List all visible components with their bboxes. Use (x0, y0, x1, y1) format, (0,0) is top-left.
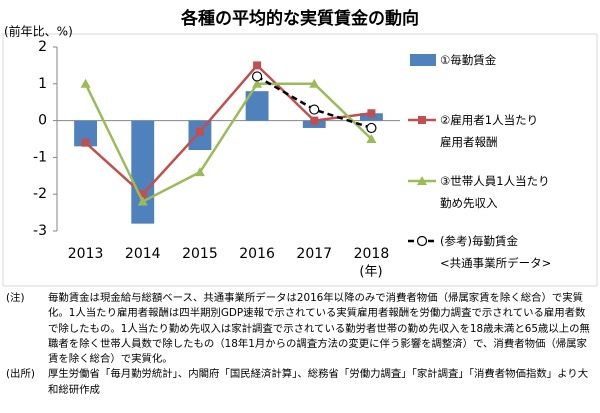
point (80, 78, 91, 88)
point (310, 116, 319, 125)
x-tick-label: 2016 (239, 246, 275, 262)
point (252, 78, 263, 88)
legend-label: (参考)毎勤賃金 <共通事業所データ> (440, 234, 552, 270)
point (137, 196, 148, 206)
line (256, 75, 372, 130)
y-tick-label: -1 (33, 149, 47, 165)
legend-marker (418, 116, 426, 124)
line (84, 63, 372, 196)
y-tick-label: 1 (38, 76, 47, 92)
notes: (注) 毎勤賃金は現金給与総額ベース、共通事業所データは2016年以降のみで消費者… (6, 291, 594, 398)
bar (131, 120, 155, 224)
note-label: (出所) (6, 368, 35, 381)
point (309, 104, 320, 115)
point (251, 71, 263, 82)
point (138, 190, 147, 199)
legend-marker (416, 235, 428, 247)
x-tick-label: 2014 (125, 246, 161, 262)
chart: 各種の平均的な実質賃金の動向 (前年比、%) (年) -3 -2 -1 0 1 2 2013… (2, 8, 598, 287)
y-tick-label: -3 (33, 223, 47, 239)
note-label: (注) (6, 292, 25, 304)
point (367, 109, 376, 118)
point (81, 138, 90, 147)
x-tick-label: 2015 (182, 246, 218, 262)
chart-title: 各種の平均的な実質賃金の動向 (180, 8, 419, 29)
legend-label: ①毎勤賃金 (440, 53, 497, 67)
legend-label: ③世帯人員1人当たり 勤め先収入 (440, 174, 550, 210)
note-text: 毎勤賃金は現金給与総額ベース、共通事業所データは2016年以降のみで消費者物価（… (48, 292, 590, 366)
point (309, 78, 320, 88)
point (253, 61, 262, 70)
bar (245, 91, 269, 121)
y-axis-label: (前年比、%) (4, 24, 73, 39)
legend-label: ②雇用者1人当たり 雇用者報酬 (440, 113, 539, 149)
x-tick-label: 2018 (354, 246, 390, 262)
x-unit: (年) (359, 265, 382, 280)
y-tick-label: 2 (38, 39, 47, 55)
point (195, 127, 204, 136)
point (194, 167, 205, 177)
y-tick-label: 0 (38, 113, 47, 129)
point (366, 122, 377, 134)
line (84, 82, 373, 204)
bar (74, 120, 98, 147)
point (366, 134, 377, 143)
x-tick-label: 2017 (296, 246, 332, 262)
legend-swatch (410, 54, 436, 66)
legend-marker (417, 176, 427, 185)
note: (出所) 厚生労働省「毎月勤労統計」、内閣府「国民経済計算」、総務省「労働力調査」… (6, 367, 594, 398)
note: (注) 毎勤賃金は現金給与総額ベース、共通事業所データは2016年以降のみで消費者… (6, 291, 594, 367)
note-text: 厚生労働省「毎月勤労統計」、内閣府「国民経済計算」、総務省「労働力調査」「家計調… (48, 368, 589, 396)
x-tick-label: 2013 (68, 246, 104, 262)
y-tick-label: -2 (33, 186, 47, 202)
chart-frame (2, 33, 598, 287)
